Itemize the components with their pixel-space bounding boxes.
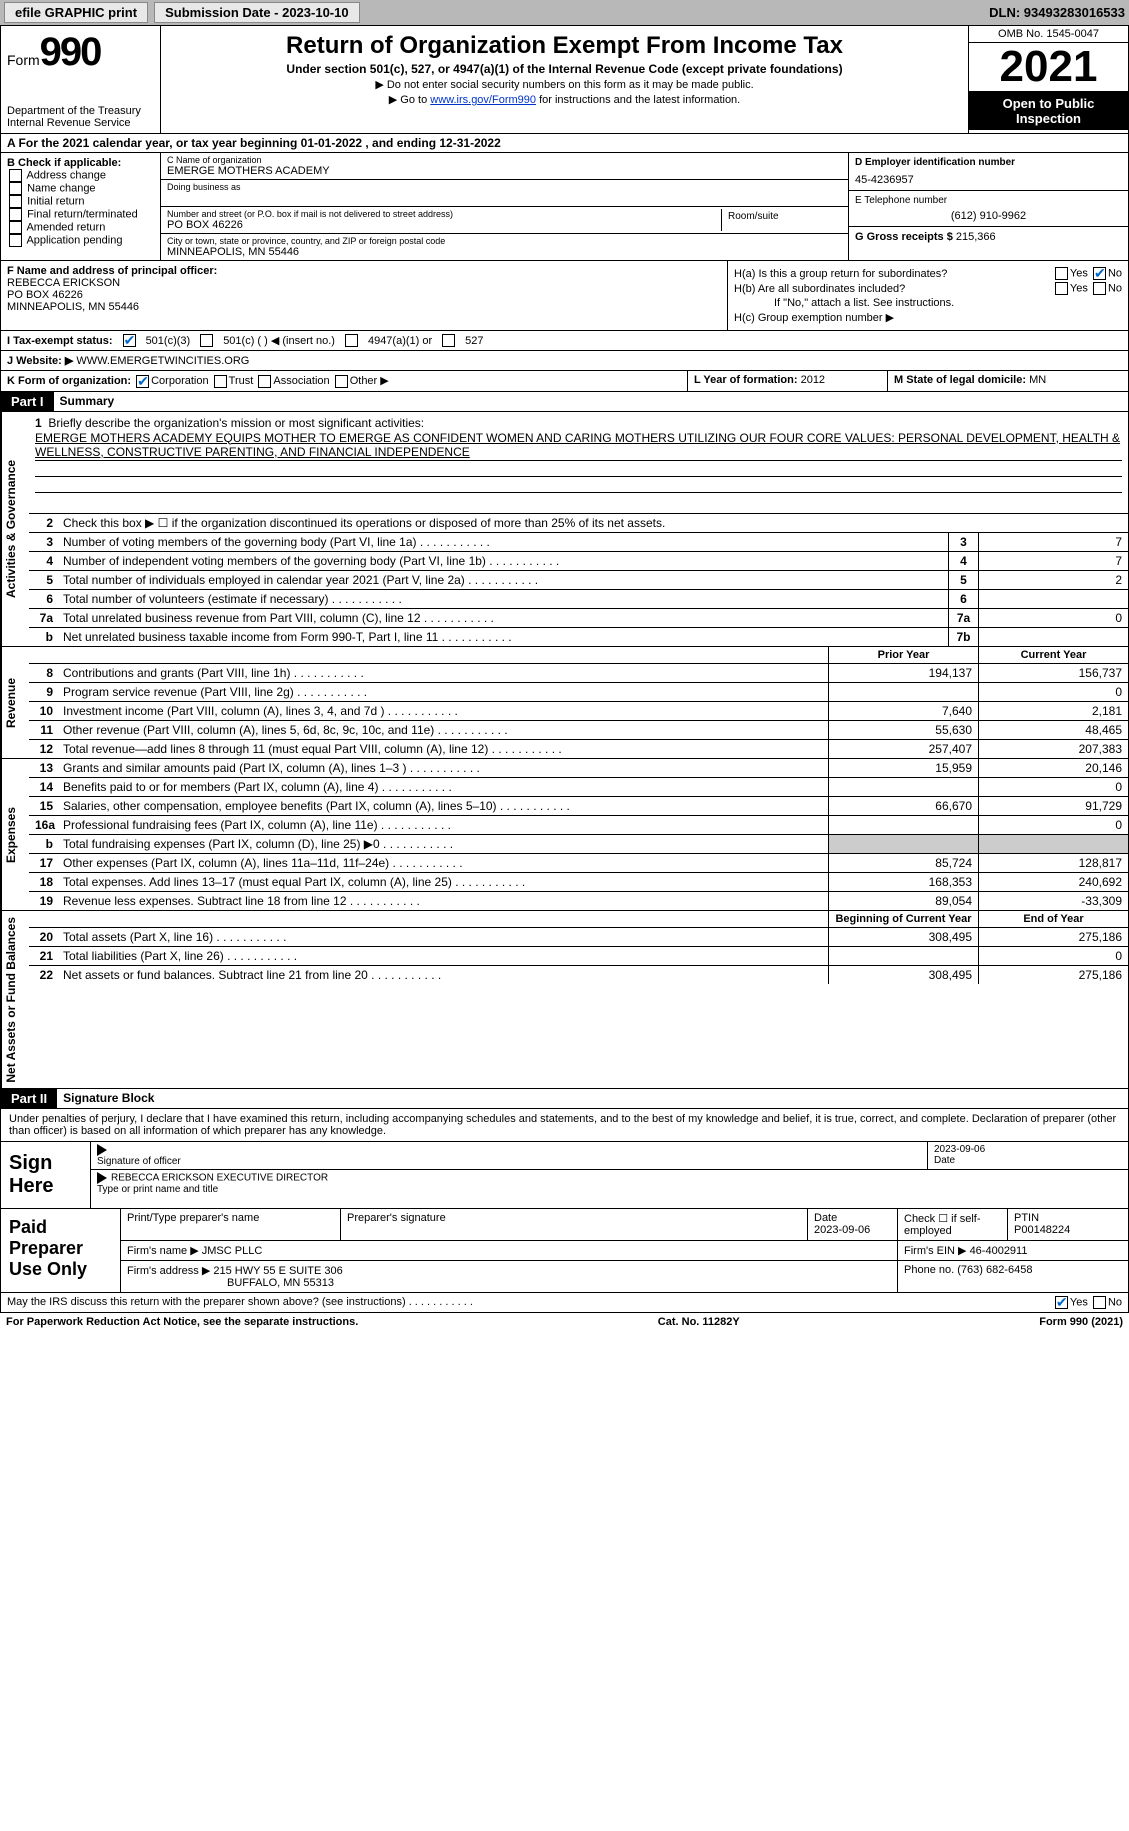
line2: Check this box ▶ ☐ if the organization d… (59, 514, 1128, 532)
summary-line: 12Total revenue—add lines 8 through 11 (… (29, 740, 1128, 758)
open-to-public: Open to Public Inspection (969, 92, 1128, 130)
part2-title: Signature Block (57, 1089, 1128, 1108)
irs-link[interactable]: www.irs.gov/Form990 (430, 94, 536, 106)
summary-line: 3Number of voting members of the governi… (29, 533, 1128, 552)
topbar: efile GRAPHIC print Submission Date - 20… (0, 0, 1129, 25)
form-title: Return of Organization Exempt From Incom… (167, 32, 962, 60)
website-value: WWW.EMERGETWINCITIES.ORG (76, 355, 249, 367)
row-j: J Website: ▶ WWW.EMERGETWINCITIES.ORG (0, 351, 1129, 371)
summary-line: 20Total assets (Part X, line 16)308,4952… (29, 928, 1128, 947)
form-note1: ▶ Do not enter social security numbers o… (167, 78, 962, 91)
summary-line: 16aProfessional fundraising fees (Part I… (29, 816, 1128, 835)
addr-label: Number and street (or P.O. box if mail i… (167, 209, 721, 219)
phone-label: E Telephone number (855, 195, 1122, 206)
vlabel-netassets: Net Assets or Fund Balances (1, 911, 29, 1089)
gross-label: G Gross receipts $ (855, 231, 953, 243)
phone-value: (612) 910-9962 (855, 210, 1122, 222)
tax-year: 2021 (969, 43, 1128, 92)
efile-print-button[interactable]: efile GRAPHIC print (4, 2, 148, 23)
summary-line: 10Investment income (Part VIII, column (… (29, 702, 1128, 721)
dln-label: DLN: 93493283016533 (989, 5, 1125, 20)
room-suite-label: Room/suite (722, 209, 842, 231)
sign-here-label: Sign Here (1, 1142, 91, 1208)
signature-declaration: Under penalties of perjury, I declare th… (0, 1109, 1129, 1141)
summary-line: 17Other expenses (Part IX, column (A), l… (29, 854, 1128, 873)
form-header: Form990 Department of the Treasury Inter… (0, 25, 1129, 134)
footer: For Paperwork Reduction Act Notice, see … (0, 1313, 1129, 1331)
summary-line: 18Total expenses. Add lines 13–17 (must … (29, 873, 1128, 892)
summary-line: bNet unrelated business taxable income f… (29, 628, 1128, 646)
vlabel-revenue: Revenue (1, 647, 29, 758)
officer-name: REBECCA ERICKSON EXECUTIVE DIRECTOR (111, 1173, 328, 1184)
submission-date-button[interactable]: Submission Date - 2023-10-10 (154, 2, 360, 23)
summary-line: 4Number of independent voting members of… (29, 552, 1128, 571)
street-address: PO BOX 46226 (167, 219, 721, 231)
form-note2: ▶ Go to www.irs.gov/Form990 for instruct… (167, 93, 962, 106)
box-f: F Name and address of principal officer:… (1, 261, 728, 330)
part2-header: Part II (1, 1089, 57, 1108)
form-number: 990 (40, 30, 101, 74)
summary-line: 15Salaries, other compensation, employee… (29, 797, 1128, 816)
org-name-label: C Name of organization (167, 155, 842, 165)
summary-line: bTotal fundraising expenses (Part IX, co… (29, 835, 1128, 854)
arrow-icon (97, 1172, 107, 1184)
dept-label: Department of the Treasury Internal Reve… (7, 105, 154, 129)
form-prefix: Form (7, 52, 40, 68)
summary-line: 5Total number of individuals employed in… (29, 571, 1128, 590)
part1-title: Summary (54, 392, 1128, 411)
box-b: B Check if applicable: Address change Na… (1, 153, 161, 260)
vlabel-governance: Activities & Governance (1, 412, 29, 646)
arrow-icon (97, 1144, 107, 1156)
form-subtitle: Under section 501(c), 527, or 4947(a)(1)… (167, 62, 962, 76)
gross-value: 215,366 (956, 231, 996, 243)
discuss-row: May the IRS discuss this return with the… (0, 1293, 1129, 1313)
summary-line: 14Benefits paid to or for members (Part … (29, 778, 1128, 797)
city-state-zip: MINNEAPOLIS, MN 55446 (167, 246, 842, 258)
part1-header: Part I (1, 392, 54, 411)
summary-line: 21Total liabilities (Part X, line 26)0 (29, 947, 1128, 966)
dba-label: Doing business as (167, 182, 842, 192)
box-h: H(a) Is this a group return for subordin… (728, 261, 1128, 330)
row-i: I Tax-exempt status: 501(c)(3) 501(c) ( … (0, 331, 1129, 351)
summary-line: 11Other revenue (Part VIII, column (A), … (29, 721, 1128, 740)
summary-line: 7aTotal unrelated business revenue from … (29, 609, 1128, 628)
city-label: City or town, state or province, country… (167, 236, 842, 246)
firm-name: JMSC PLLC (202, 1245, 263, 1257)
summary-line: 19Revenue less expenses. Subtract line 1… (29, 892, 1128, 910)
calendar-year-row: A For the 2021 calendar year, or tax yea… (0, 134, 1129, 153)
omb-number: OMB No. 1545-0047 (969, 26, 1128, 43)
mission-block: 1 Briefly describe the organization's mi… (29, 412, 1128, 514)
summary-line: 22Net assets or fund balances. Subtract … (29, 966, 1128, 984)
row-k: K Form of organization: Corporation Trus… (0, 371, 1129, 392)
vlabel-expenses: Expenses (1, 759, 29, 910)
mission-text: EMERGE MOTHERS ACADEMY EQUIPS MOTHER TO … (35, 430, 1122, 461)
summary-line: 9Program service revenue (Part VIII, lin… (29, 683, 1128, 702)
paid-preparer-label: Paid Preparer Use Only (1, 1209, 121, 1292)
summary-line: 13Grants and similar amounts paid (Part … (29, 759, 1128, 778)
org-name: EMERGE MOTHERS ACADEMY (167, 165, 842, 177)
summary-line: 6Total number of volunteers (estimate if… (29, 590, 1128, 609)
summary-line: 8Contributions and grants (Part VIII, li… (29, 664, 1128, 683)
ein-value: 45-4236957 (855, 174, 1122, 186)
ein-label: D Employer identification number (855, 157, 1122, 168)
